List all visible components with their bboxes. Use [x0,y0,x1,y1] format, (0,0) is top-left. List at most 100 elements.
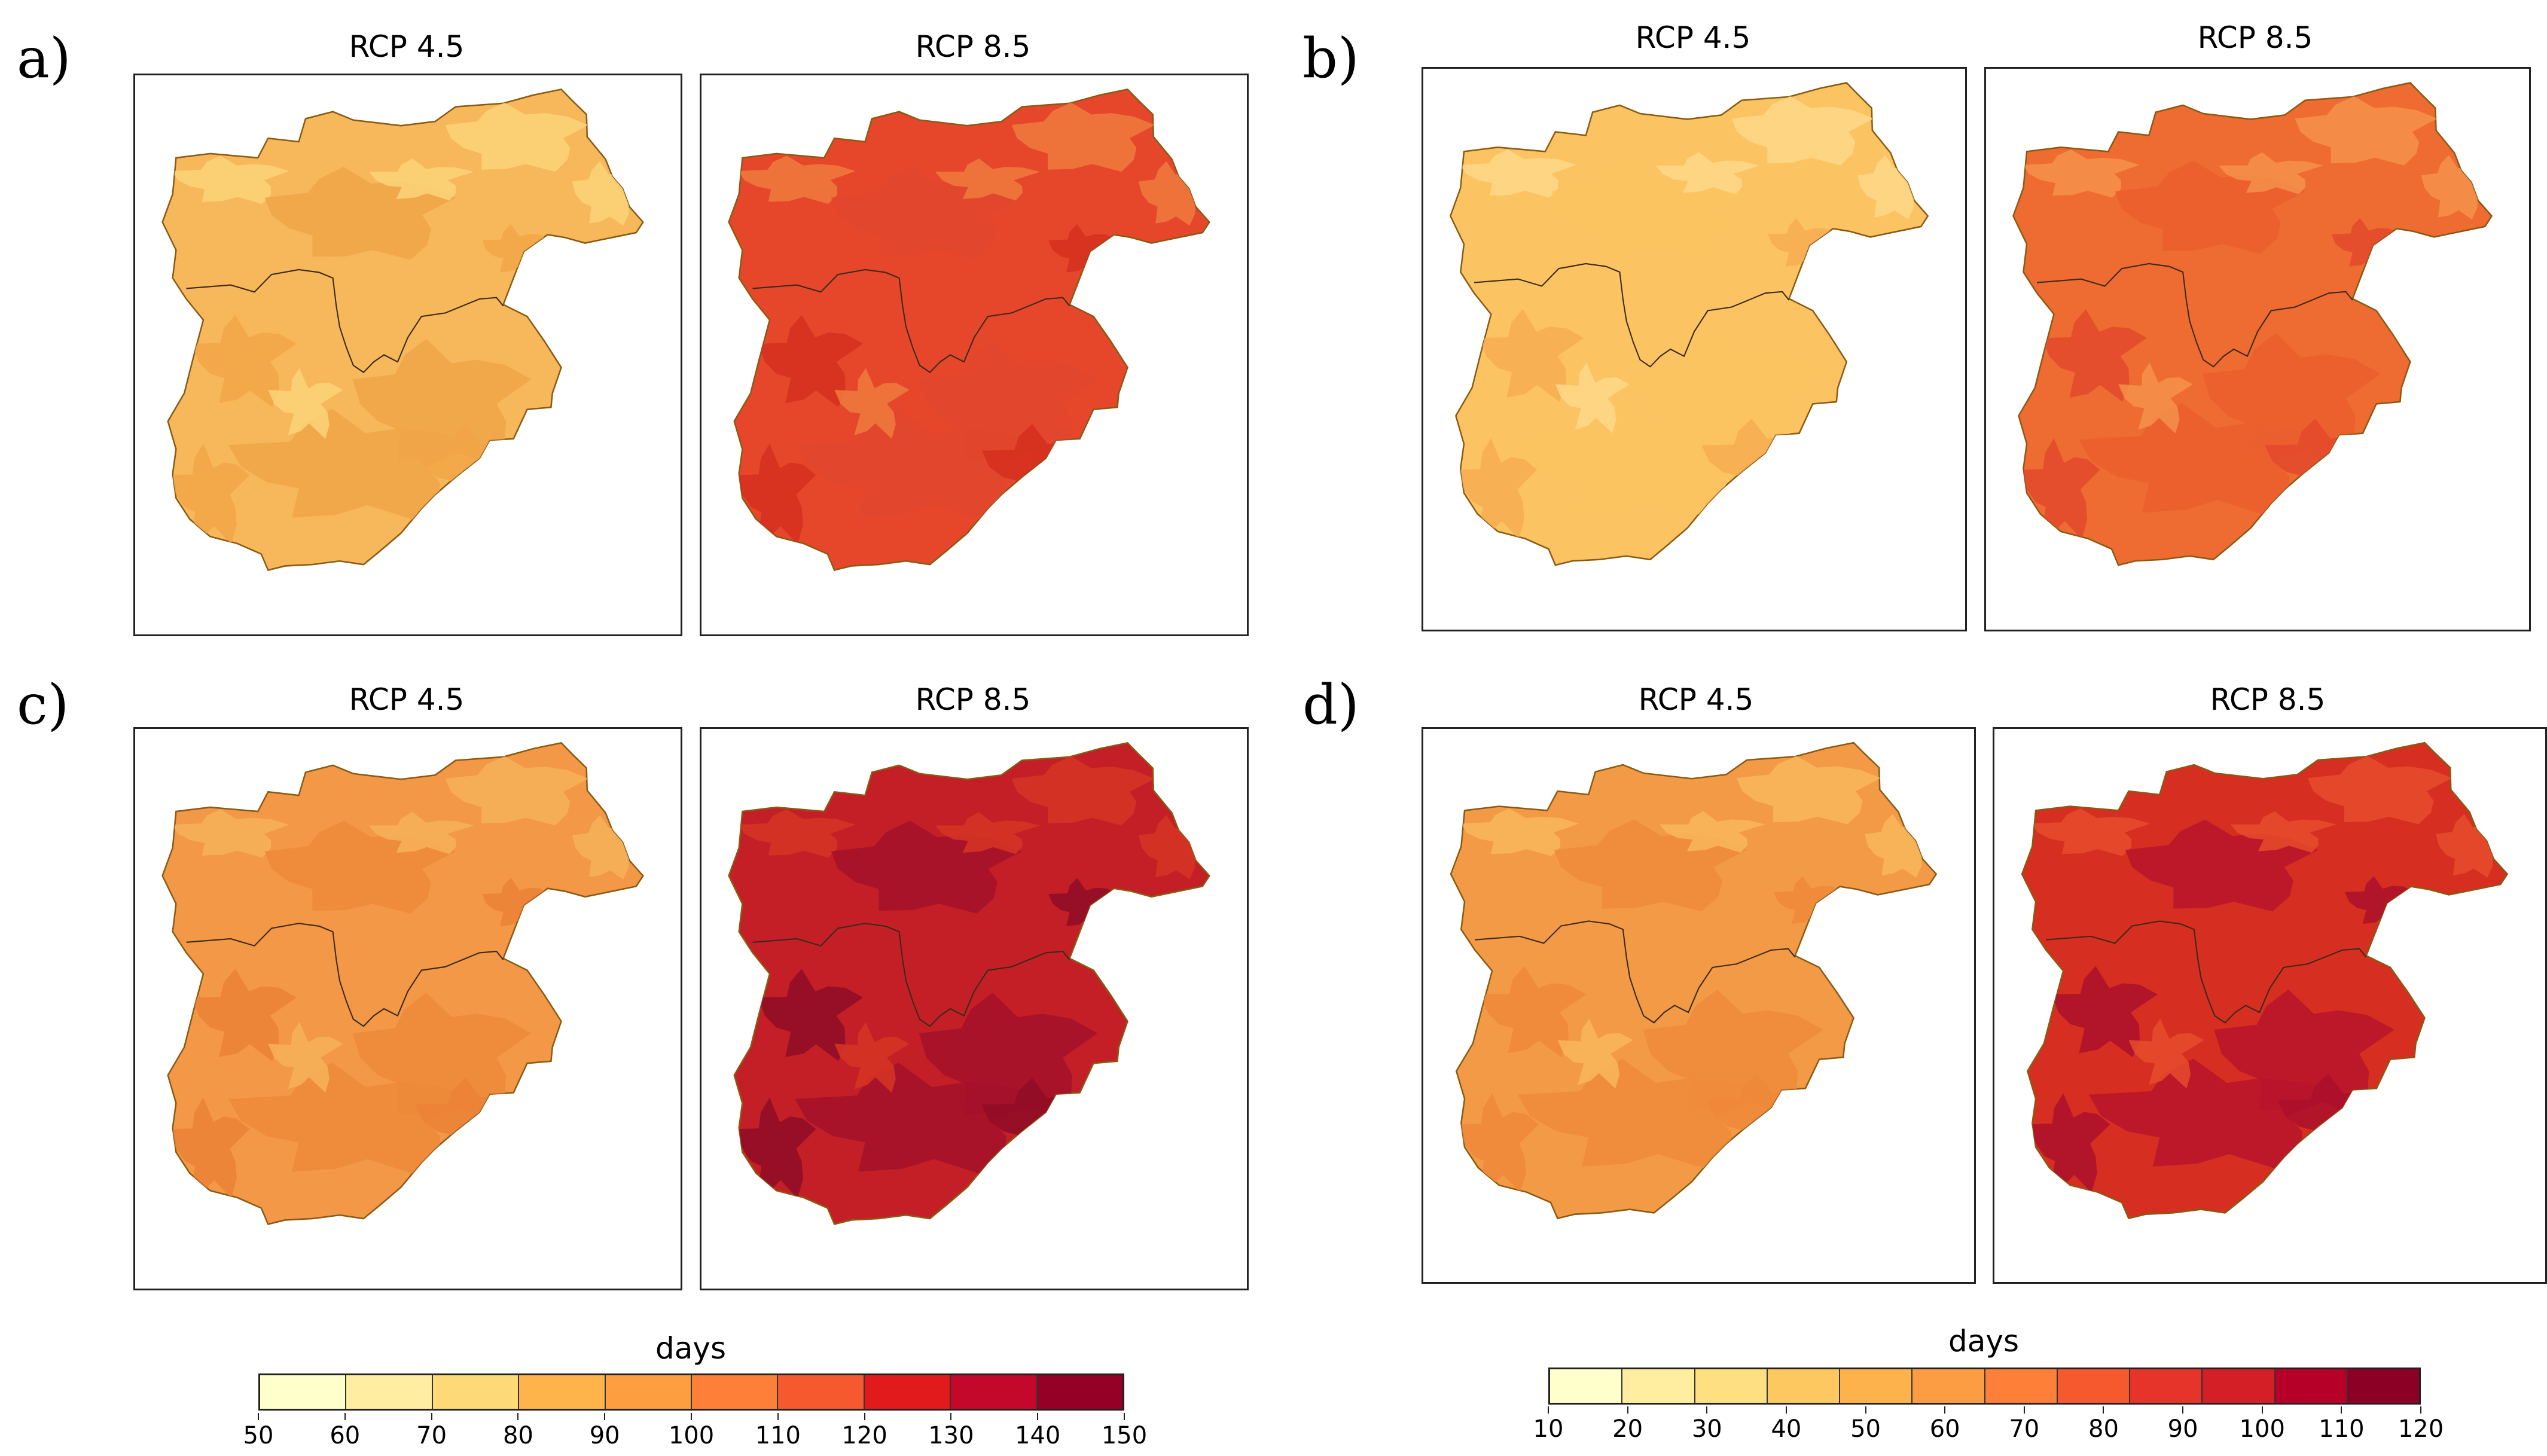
panel-label-c: c) [17,673,69,737]
colorbar-tick-mark [258,1413,259,1420]
colorbar-segment [864,1375,951,1409]
colorbar-segment [1695,1369,1768,1403]
value-zone-patch [172,155,289,204]
colorbar-segment [951,1375,1038,1409]
colorbar-tick-mark [604,1413,606,1420]
value-zone-patch [935,158,1041,201]
value-zone-patch [738,809,856,858]
value-zone-patch [1659,811,1766,853]
colorbar-tick-mark [1944,1406,1946,1414]
colorbar-tick-label: 80 [502,1422,533,1449]
value-zone-hot [1458,438,1538,539]
value-zone-hot [758,315,864,408]
colorbar-tick-mark [431,1413,432,1420]
value-zone-patch [2307,756,2453,825]
value-zone-patch [2023,149,2140,198]
value-zone-patch [1736,756,1881,825]
region-map [161,742,644,1225]
colorbar-tick-label: 90 [589,1422,620,1449]
colorbar-tick-mark [2341,1406,2342,1414]
panel-d-rcp45-title: RCP 4.5 [1638,682,1754,717]
value-zone-inner [228,1063,478,1176]
value-zone-inner [919,993,1098,1119]
colorbar-tick-mark [517,1413,519,1420]
panel-b-rcp85-title: RCP 8.5 [2197,20,2313,55]
value-zone-patch [834,368,910,439]
colorbar-1-title: days [655,1331,727,1366]
panel-a-rcp85-title: RCP 8.5 [915,29,1031,64]
colorbar-tick-label: 20 [1612,1415,1643,1443]
colorbar-tick-label: 140 [1015,1422,1061,1449]
colorbar-tick-label: 70 [416,1422,447,1449]
colorbar-tick-label: 50 [1850,1415,1881,1443]
value-zone-hot [191,969,297,1061]
colorbar-segment [346,1375,433,1409]
colorbar-segment [260,1375,347,1409]
region-map [1450,741,1938,1220]
value-zone-patch [1557,1018,1634,1089]
region-map [728,742,1210,1225]
value-zone-inner [228,408,478,522]
colorbar-tick-label: 50 [243,1422,274,1449]
province-border [752,268,1070,374]
value-zone-patch [2128,1018,2205,1089]
value-zone-hot [737,1097,816,1199]
panel-d-rcp85-title: RCP 8.5 [2210,682,2326,717]
value-zone-patch [2219,152,2324,194]
value-zone-patch [369,812,474,854]
value-zone-patch [738,155,856,204]
map-c-rcp85 [700,727,1249,1290]
value-zone-inner [2214,989,2395,1115]
value-zone-patch [268,1022,343,1093]
province-border [2037,262,2353,368]
colorbar-tick-mark [1627,1406,1628,1414]
colorbar-tick-label: 70 [2009,1415,2040,1443]
colorbar-2 [1548,1368,2421,1405]
value-zone-inner [2088,1058,2341,1171]
panel-c-rcp45-title: RCP 4.5 [349,682,465,717]
colorbar-tick-label: 80 [2088,1415,2119,1443]
colorbar-tick-mark [2182,1406,2184,1414]
value-zone-patch [2118,362,2194,434]
colorbar-segment [432,1375,520,1409]
value-zone-patch [268,368,343,439]
colorbar-tick-label: 100 [668,1422,715,1449]
colorbar-tick-label: 100 [2239,1415,2285,1443]
colorbar-tick-mark [1548,1406,1549,1414]
colorbar-1 [258,1373,1124,1411]
colorbar-segment [778,1375,865,1409]
colorbar-segment [1985,1369,2058,1403]
panel-label-d: d) [1303,673,1359,737]
province-border [752,923,1070,1027]
map-d-rcp45 [1422,727,1976,1284]
value-zone-hot [2051,966,2158,1058]
value-zone-patch [445,756,589,826]
region-map [161,88,644,571]
value-zone-hot [2042,309,2147,402]
value-zone-patch [1011,102,1155,172]
panel-a-rcp45-title: RCP 4.5 [349,29,465,64]
colorbar-segment [1767,1369,1840,1403]
colorbar-tick-label: 150 [1101,1422,1148,1449]
value-zone-patch [369,158,474,201]
value-zone-hot [737,443,816,545]
map-b-rcp85 [1984,67,2531,631]
value-zone-inner [795,1063,1045,1176]
colorbar-tick-mark [1865,1406,1866,1414]
value-zone-patch [1460,808,1579,856]
panel-label-a: a) [17,26,71,90]
value-zone-patch [2295,96,2438,166]
value-zone-inner [1639,333,1817,460]
colorbar-tick-label: 110 [755,1422,801,1449]
colorbar-tick-label: 120 [2397,1415,2444,1443]
colorbar-tick-mark [691,1413,692,1420]
value-zone-patch [2230,811,2337,853]
region-map [2021,741,2509,1220]
colorbar-tick-label: 10 [1533,1415,1564,1443]
colorbar-tick-mark [2261,1406,2263,1414]
value-zone-hot [758,969,864,1061]
colorbar-segment [1912,1369,1985,1403]
colorbar-tick-label: 40 [1771,1415,1802,1443]
value-zone-patch [1731,96,1874,166]
colorbar-tick-mark [864,1413,865,1420]
